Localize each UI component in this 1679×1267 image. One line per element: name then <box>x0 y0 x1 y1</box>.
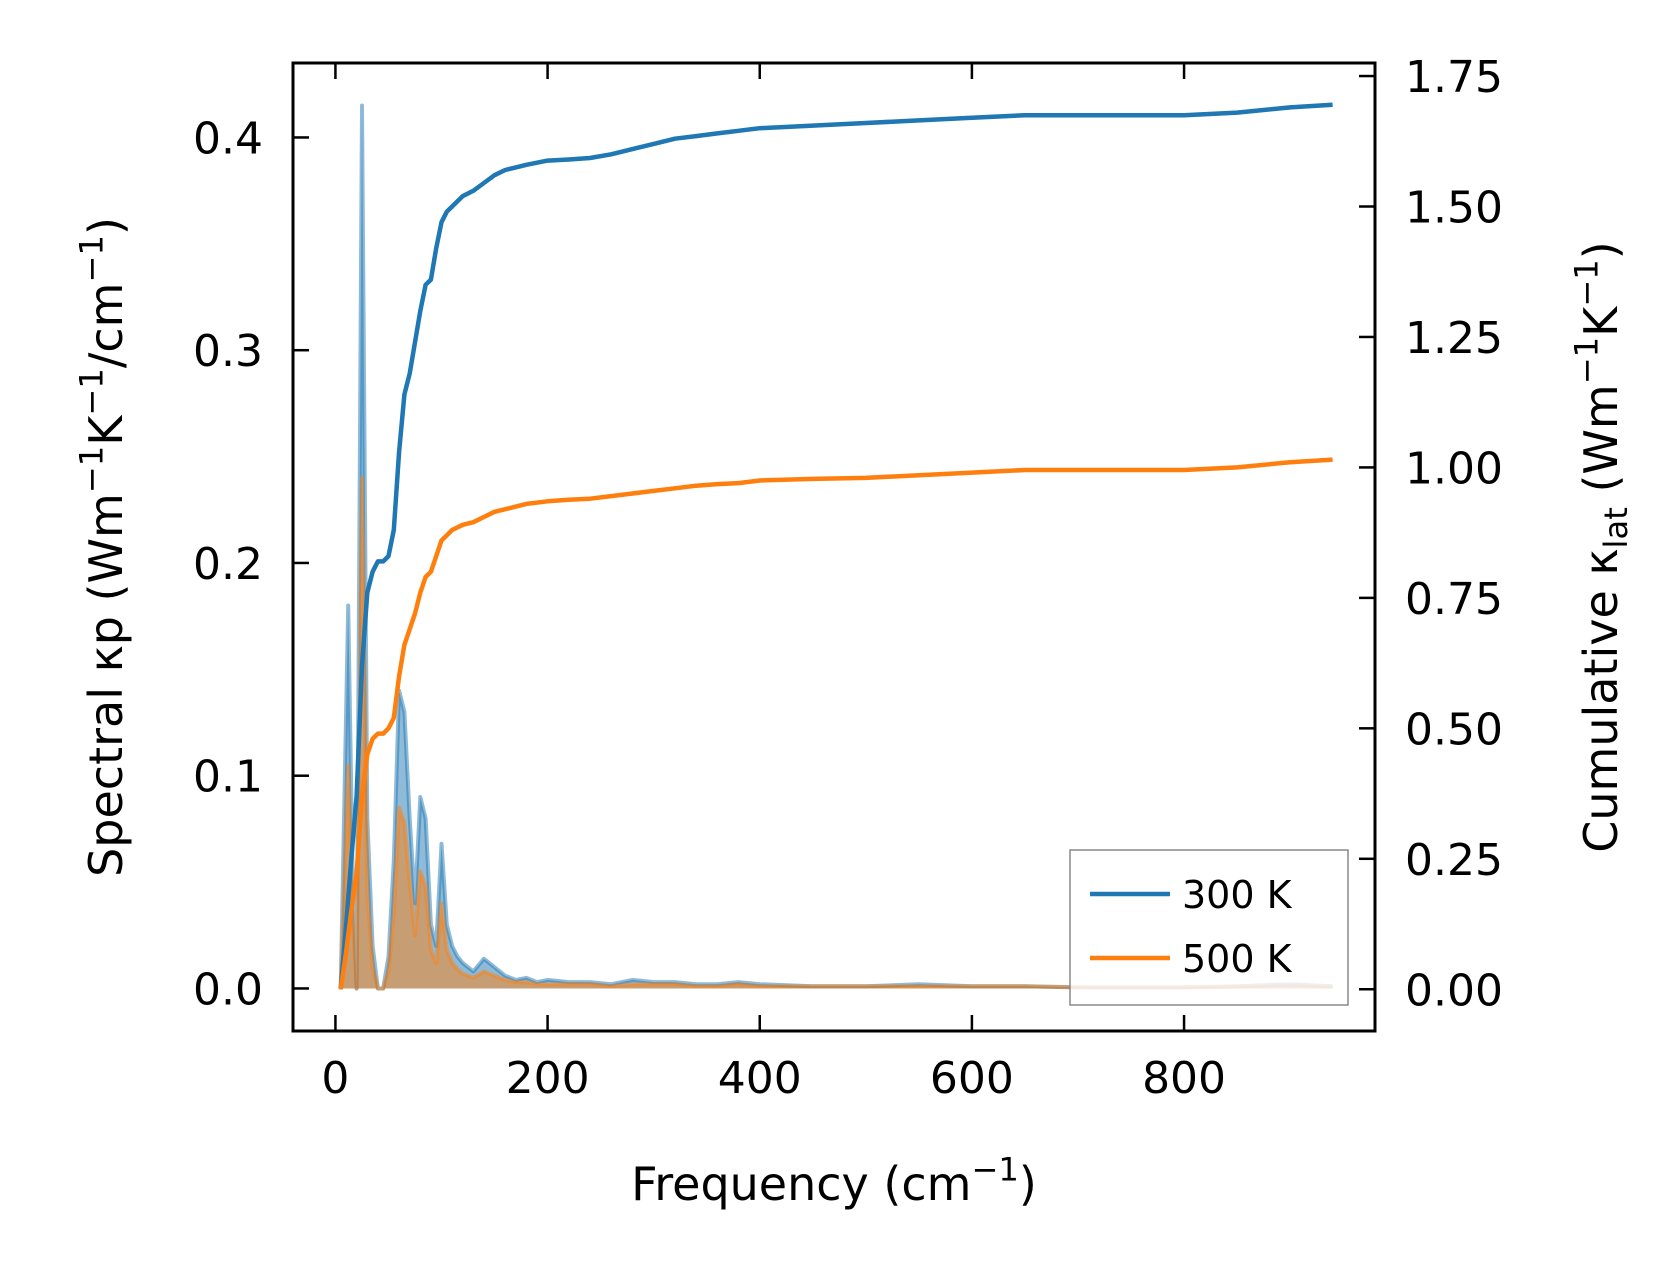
y-right-tick-label: 1.50 <box>1405 183 1503 234</box>
y-left-tick-label: 0.0 <box>193 964 263 1015</box>
y-right-tick-label: 0.25 <box>1405 835 1503 886</box>
cumulative-line-500-k <box>338 457 1333 990</box>
y-right-tick-label: 0.00 <box>1405 965 1503 1016</box>
legend-label-300-k: 300 K <box>1182 873 1293 917</box>
x-axis-title: Frequency (cm−1) <box>631 1151 1037 1211</box>
y-left-tick-label: 0.4 <box>193 113 263 164</box>
y-right-tick-label: 0.50 <box>1405 704 1503 755</box>
y-right-axis-title: Cumulative κlat (Wm−1K−1) <box>1568 241 1635 852</box>
legend: 300 K 500 K <box>1069 849 1349 1006</box>
labels-layer: 0 200 400 600 800 0.0 0.1 0.2 0.3 0.4 0.00 0.25 0.50… <box>73 52 1635 1211</box>
x-tick-label: 400 <box>718 1053 802 1104</box>
legend-box <box>1069 849 1349 1006</box>
plot-area <box>338 102 1333 991</box>
y-left-tick-label: 0.3 <box>193 326 263 377</box>
y-right-tick-label: 0.75 <box>1405 574 1503 625</box>
plot-layer <box>338 102 1333 991</box>
y-right-tick-label: 1.00 <box>1405 443 1503 494</box>
plot-frame <box>291 61 1377 1033</box>
ticks-layer <box>293 63 1375 1031</box>
x-tick-label: 200 <box>506 1053 590 1104</box>
x-tick-label: 0 <box>321 1053 349 1104</box>
x-tick-label: 600 <box>930 1053 1014 1104</box>
y-right-tick-label: 1.25 <box>1405 313 1503 364</box>
y-left-tick-label: 0.1 <box>193 752 263 803</box>
cumulative-line-300-k <box>338 102 1333 990</box>
x-tick-label: 800 <box>1142 1053 1226 1104</box>
legend-label-500-k: 500 K <box>1182 937 1293 981</box>
y-left-axis-title: Spectral κp (Wm−1K−1/cm−1) <box>73 217 133 877</box>
y-left-tick-label: 0.2 <box>193 539 263 590</box>
spectral-line-500-k <box>338 475 1333 991</box>
y-right-tick-label: 1.75 <box>1405 52 1503 103</box>
